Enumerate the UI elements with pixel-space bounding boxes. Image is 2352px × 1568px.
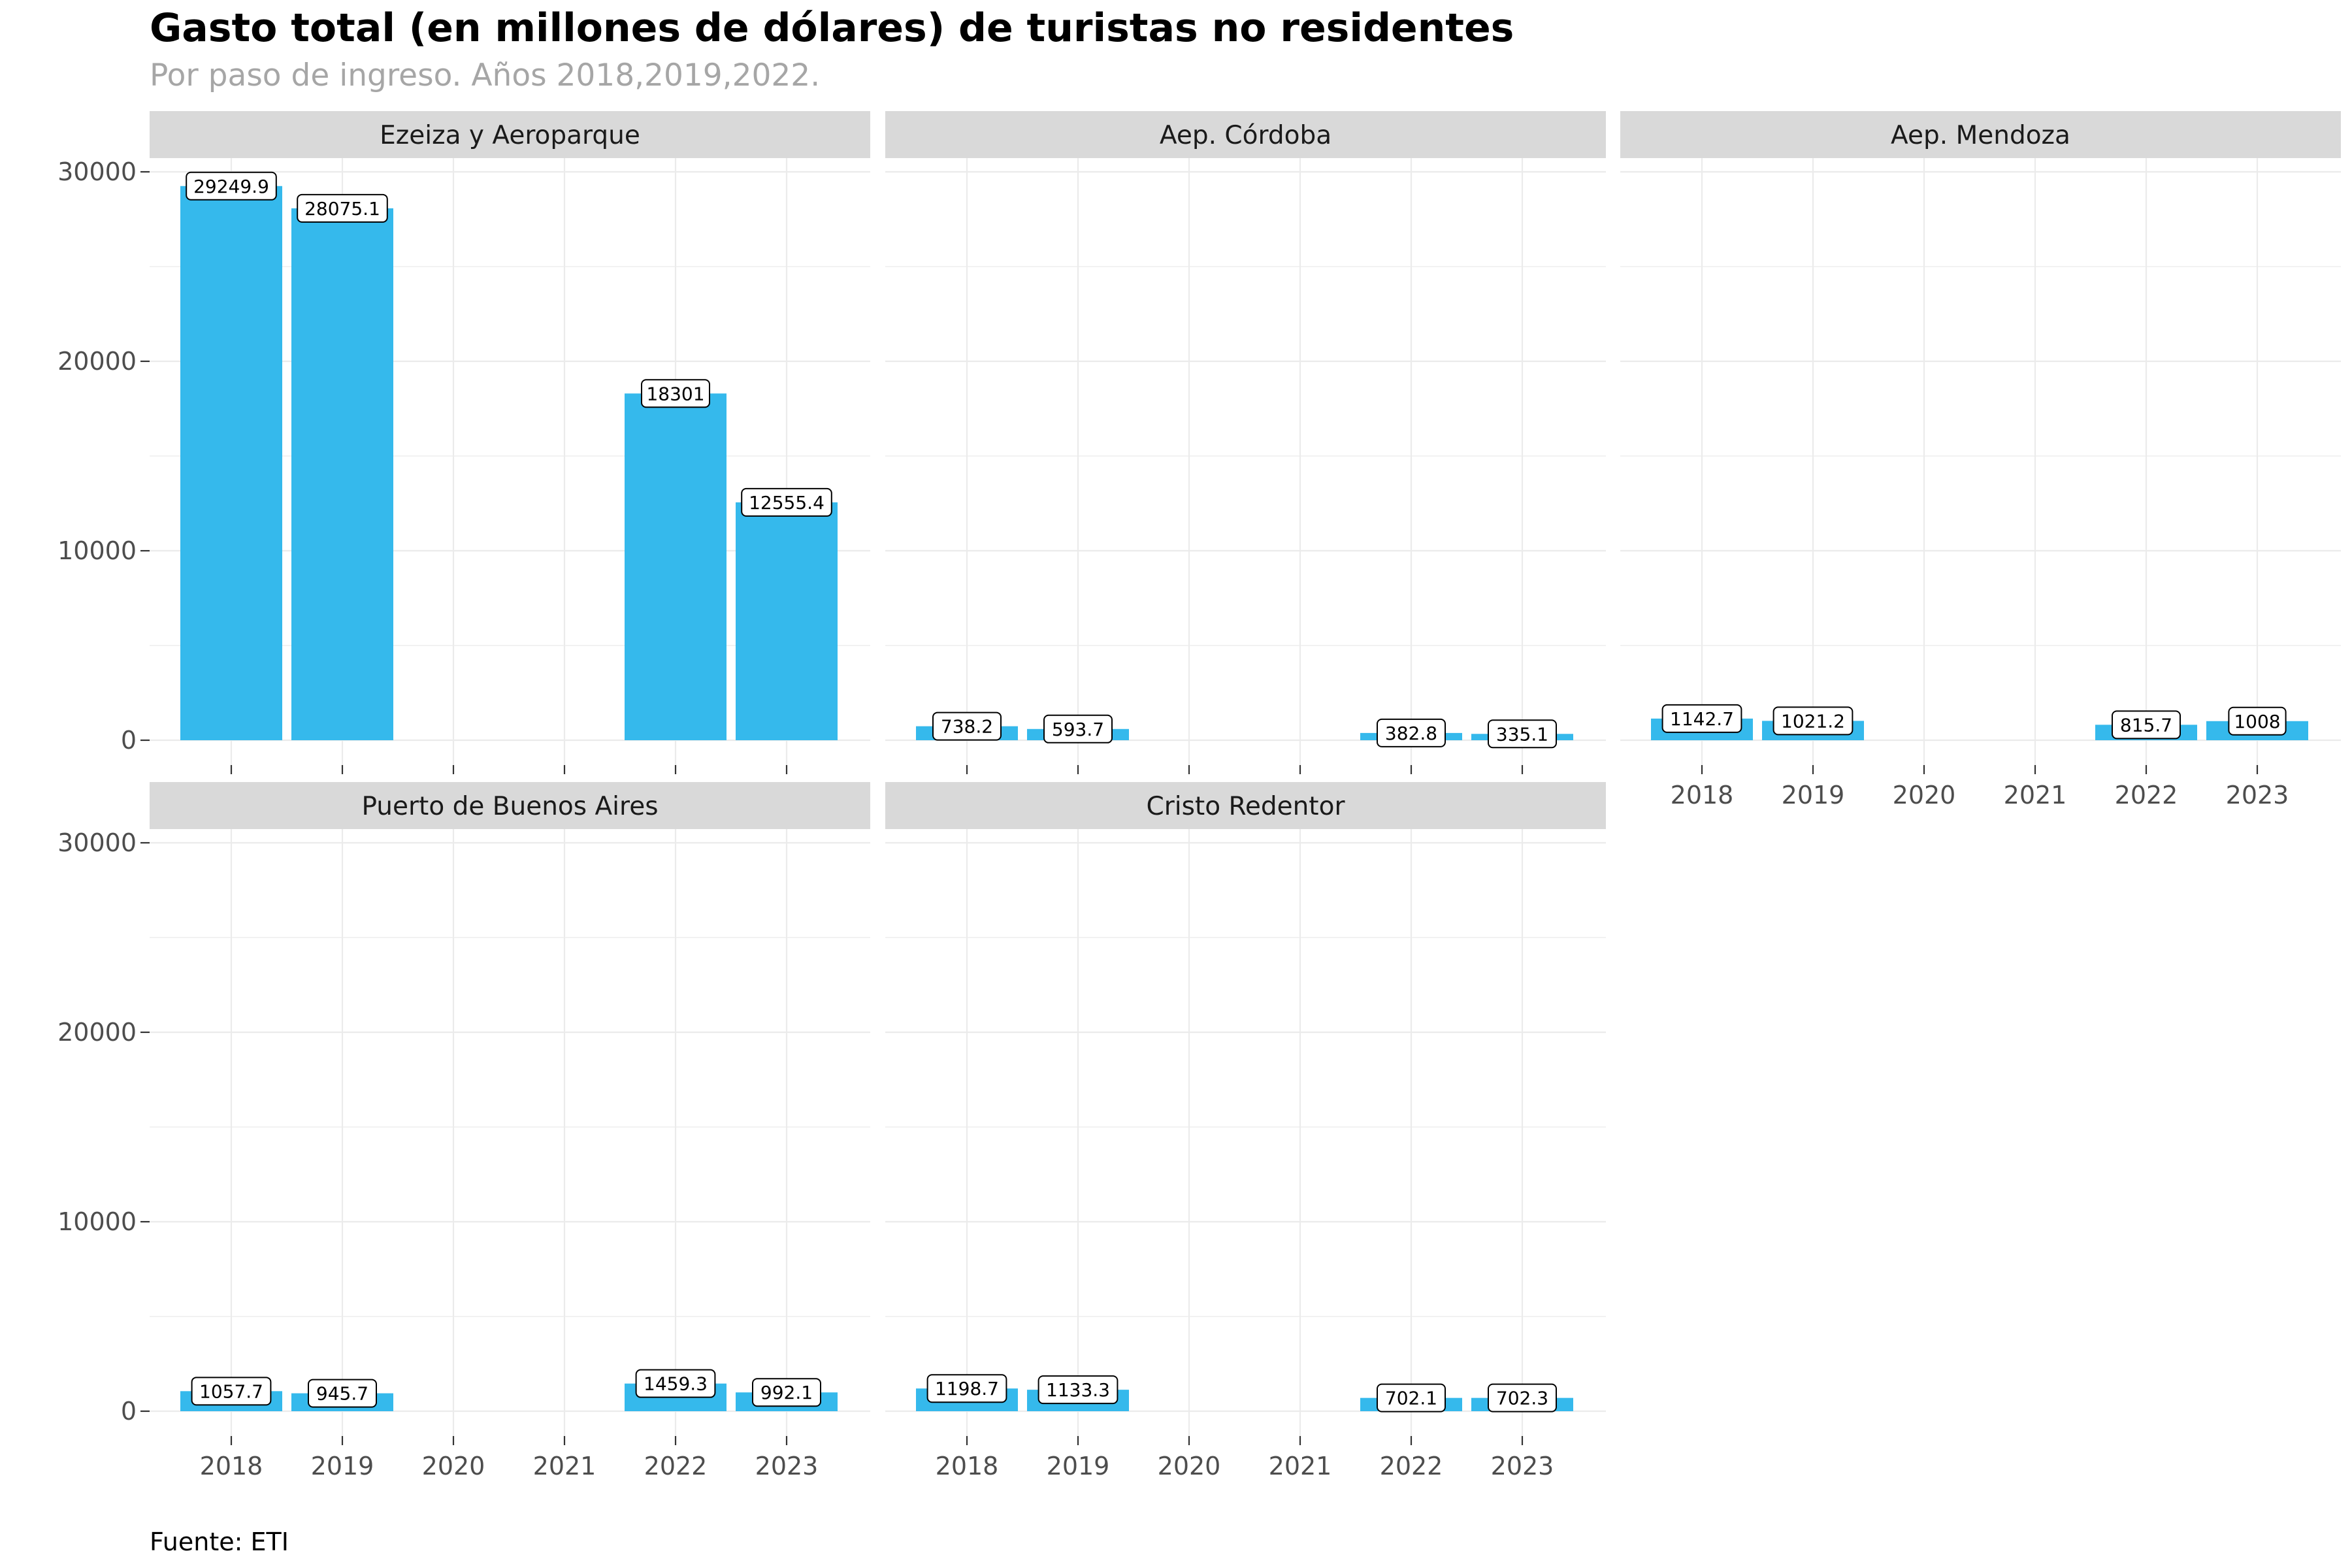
data-label-box xyxy=(191,1377,272,1406)
x-tick-label: 2018 xyxy=(1671,781,1734,809)
facet-panel: Cristo Redentor 2018 2019 2020 2021 2022 2023 1… xyxy=(885,782,1606,1480)
data-label-box xyxy=(2228,706,2287,736)
data-label-box xyxy=(635,1369,716,1398)
x-tick-label: 2019 xyxy=(1047,1452,1110,1480)
facet-title: Aep. Mendoza xyxy=(1891,121,2070,150)
facet-title: Cristo Redentor xyxy=(1147,792,1346,821)
bar xyxy=(180,186,282,740)
data-label: 702.1 xyxy=(1385,1388,1437,1409)
x-tick-label: 2022 xyxy=(644,1452,708,1480)
data-label: 1142.7 xyxy=(1670,708,1734,730)
chart-title: Gasto total (en millones de dólares) de … xyxy=(150,5,1514,51)
x-tick-label: 2020 xyxy=(1158,1452,1221,1480)
x-tick-label: 2023 xyxy=(2226,781,2289,809)
data-label: 815.7 xyxy=(2120,714,2172,736)
data-label: 992.1 xyxy=(760,1382,813,1403)
y-tick-label: 20000 xyxy=(57,1018,137,1047)
data-label-box xyxy=(297,193,388,223)
facet-title: Aep. Córdoba xyxy=(1160,121,1331,150)
facet-panel: Ezeiza y Aeroparque 0 10000 20000 30000 29249… xyxy=(57,111,870,774)
data-label: 1133.3 xyxy=(1046,1379,1110,1401)
data-label-box xyxy=(926,1374,1007,1403)
x-tick-label: 2018 xyxy=(200,1452,263,1480)
data-label: 382.8 xyxy=(1385,723,1437,744)
data-label-box xyxy=(1043,714,1113,743)
x-tick-label: 2023 xyxy=(1491,1452,1554,1480)
x-tick-label: 2018 xyxy=(936,1452,999,1480)
data-label: 1459.3 xyxy=(644,1373,708,1395)
x-tick-label: 2021 xyxy=(2004,781,2067,809)
y-tick-label: 30000 xyxy=(57,828,137,857)
y-tick-label: 10000 xyxy=(57,536,137,565)
facet-strip xyxy=(150,111,870,158)
facet-panel: Aep. Mendoza 2018 2019 2020 2021 2022 2023 1142… xyxy=(1620,111,2341,809)
data-label-box xyxy=(1488,1383,1557,1413)
x-tick-label: 2022 xyxy=(2115,781,2178,809)
facet-strip xyxy=(885,111,1606,158)
facet-strip xyxy=(150,782,870,829)
facet-title: Puerto de Buenos Aires xyxy=(361,792,658,821)
data-label: 18301 xyxy=(646,383,704,404)
data-label-box xyxy=(1488,719,1557,749)
facet-panel: Puerto de Buenos Aires 0 10000 20000 30000 20… xyxy=(57,782,870,1480)
data-label-box xyxy=(1661,704,1742,733)
y-tick-label: 20000 xyxy=(57,347,137,376)
x-tick-label: 2023 xyxy=(755,1452,819,1480)
facet-title: Ezeiza y Aeroparque xyxy=(380,121,640,150)
facet-strip xyxy=(1620,111,2341,158)
x-tick-label: 2021 xyxy=(533,1452,596,1480)
bar xyxy=(736,502,838,740)
data-label-box xyxy=(752,1378,821,1407)
data-label-box xyxy=(1377,1383,1446,1413)
data-label-box xyxy=(932,711,1002,741)
x-tick-label: 2019 xyxy=(1782,781,1845,809)
data-label: 1198.7 xyxy=(935,1378,999,1399)
x-tick-label: 2022 xyxy=(1380,1452,1443,1480)
data-label-box xyxy=(186,171,277,201)
y-tick-label: 30000 xyxy=(57,157,137,186)
data-label: 335.1 xyxy=(1496,723,1548,745)
data-label-box xyxy=(641,379,710,408)
x-tick-label: 2021 xyxy=(1269,1452,1332,1480)
data-label: 12555.4 xyxy=(749,492,825,514)
y-tick-label: 10000 xyxy=(57,1207,137,1236)
data-label: 1008 xyxy=(2234,711,2280,732)
data-label-box xyxy=(1377,718,1446,747)
data-label: 945.7 xyxy=(316,1383,368,1405)
data-label: 593.7 xyxy=(1052,719,1104,740)
data-label-box xyxy=(2112,710,2181,740)
data-label: 1021.2 xyxy=(1781,710,1845,732)
facet-panel: Aep. Córdoba 738.2 593.7 382.8 335.1 xyxy=(885,111,1606,774)
data-label: 28075.1 xyxy=(304,198,380,220)
chart-subtitle: Por paso de ingreso. Años 2018,2019,2022… xyxy=(150,57,821,93)
data-label: 738.2 xyxy=(941,716,993,738)
data-label: 29249.9 xyxy=(193,176,269,197)
data-label-box xyxy=(1037,1375,1119,1405)
data-label-box xyxy=(741,487,832,517)
chart-caption: Fuente: ETI xyxy=(150,1527,289,1556)
bar xyxy=(291,208,393,740)
x-tick-label: 2020 xyxy=(422,1452,485,1480)
x-tick-label: 2019 xyxy=(311,1452,374,1480)
x-tick-label: 2020 xyxy=(1893,781,1956,809)
data-label-box xyxy=(1772,706,1854,736)
y-tick-label: 0 xyxy=(121,726,137,755)
data-label: 702.3 xyxy=(1496,1388,1548,1409)
bar xyxy=(625,393,727,740)
facet-strip xyxy=(885,782,1606,829)
y-tick-label: 0 xyxy=(121,1397,137,1426)
data-label: 1057.7 xyxy=(199,1380,263,1402)
data-label-box xyxy=(308,1379,377,1408)
